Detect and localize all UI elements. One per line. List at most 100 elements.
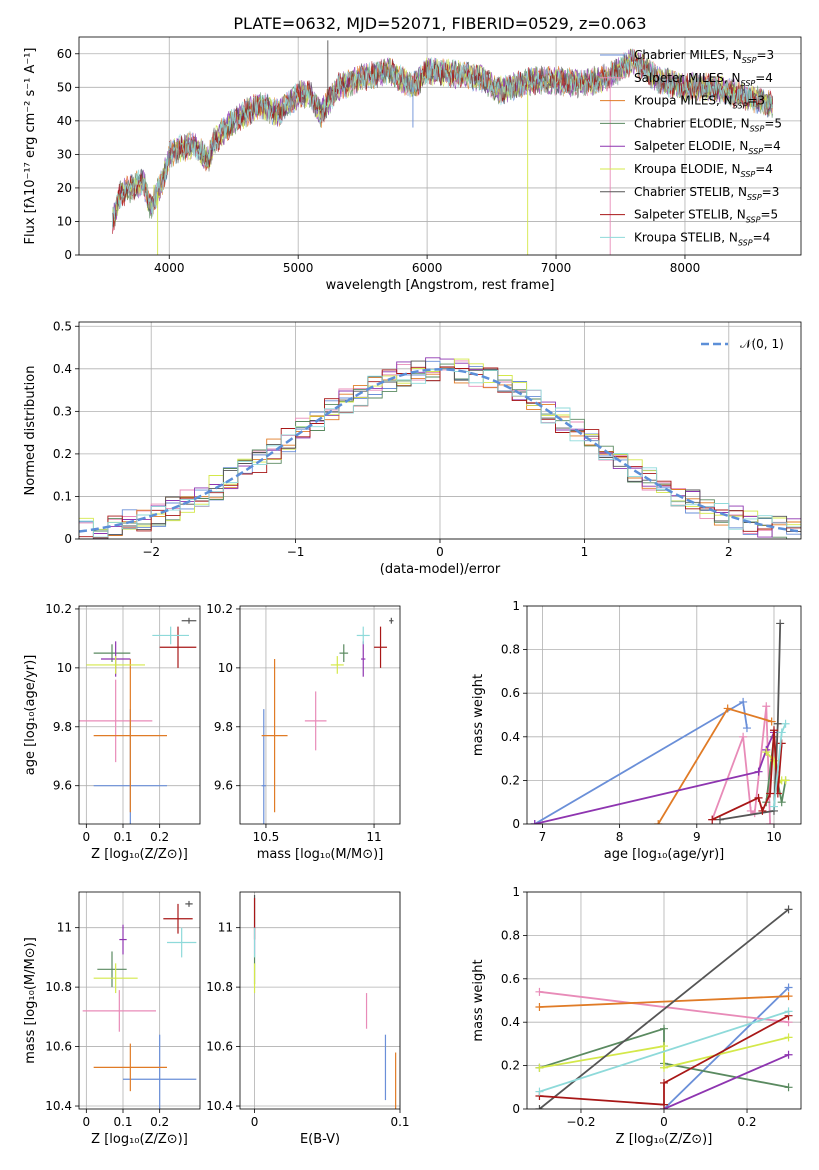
y-tick-label: 0 [512,1102,520,1116]
axes-frame [526,891,802,1110]
y-tick-label: 10 [218,661,233,675]
y-tick-label: 0.6 [501,686,520,700]
figure-title: PLATE=0632, MJD=52071, FIBERID=0529, z=0… [233,14,646,33]
y-tick-label: 0.1 [53,489,72,503]
x-tick-label: 0.2 [150,1115,169,1129]
plot-area [82,900,197,1109]
y-tick-label: 0 [512,817,520,831]
mass-weight-marker [739,732,748,741]
y-axis-label: mass [log₁₀(M/M⊙)] [23,937,38,1064]
plot-area [79,617,197,824]
y-tick-label: 9.8 [214,720,233,734]
mass-weight-marker [708,815,717,824]
x-tick-label: 11 [366,830,381,844]
y-tick-label: 0.4 [501,1015,520,1029]
y-tick-label: 1 [512,599,520,613]
y-tick-label: 0.5 [53,319,72,333]
x-axis-label: mass [log₁₀(M/M⊙)] [257,847,384,862]
y-tick-label: 60 [57,47,72,61]
mass-weight-marker [784,983,793,992]
mass-weight-marker [781,719,790,728]
legend-label-text: Kroupa ELODIE, N [634,162,741,176]
legend-label-text: Chabrier STELIB, N [634,185,747,199]
chart-panel-1: −2 −1 0 1 2 0 0.1 0.2 0.3 0.4 0.5 (data-model)/erro… [23,319,802,577]
legend-label-2: Kroupa MILES, NSSP=3 [634,94,765,111]
y-tick-label: 0.2 [53,447,72,461]
error-bar-point-7 [159,626,197,668]
legend-label-text: Kroupa MILES, N [634,94,733,108]
mass-weight-marker [742,724,751,733]
error-bar-point-6 [181,617,197,624]
y-tick-label: 10.8 [45,980,72,994]
mass-weight-marker [723,704,732,713]
x-tick-label: −1 [287,545,305,559]
mass-weight-line-1 [539,990,789,1024]
plot-area [530,619,790,824]
x-tick-label: 0.2 [737,1115,756,1129]
mass-weight-line-5 [539,1036,789,1069]
mass-weight-marker [784,992,793,1001]
mass-weight-line-1 [711,706,771,824]
mass-weight-marker [784,905,793,914]
y-tick-label: 10 [57,661,72,675]
y-tick-label: 0.8 [501,643,520,657]
x-tick-label: 0.2 [150,830,169,844]
error-bar-point-1 [79,679,153,763]
plot-area [112,40,773,255]
legend-label-text: Salpeter MILES, N [634,71,741,85]
x-tick-label: 1 [581,545,589,559]
legend-label-text: Kroupa STELIB, N [634,230,738,244]
mass-weight-line-4 [663,1053,789,1109]
axes-frame [78,605,201,825]
y-tick-label: 0.3 [53,404,72,418]
plot-area [535,905,793,1109]
legend-label-sub: SSP [741,170,756,179]
plot-area [253,894,397,1109]
mass-weight-marker [776,619,785,628]
legend-label-text: Salpeter ELODIE, N [634,139,748,153]
error-bar-point-2 [93,1043,167,1092]
axes-frame [78,321,802,540]
legend-label-sub: SSP [748,147,763,156]
mass-weight-marker [766,820,775,824]
x-axis-label: Z [log₁₀(Z/Z⊙)] [616,1132,713,1147]
mass-weight-marker [769,726,778,735]
spectrum-line-8 [112,48,773,229]
mass-weight-marker [660,1100,668,1109]
x-tick-label: 0 [83,1115,91,1129]
x-tick-label: 0 [436,545,444,559]
y-tick-label: 20 [57,181,72,195]
spectrum-legend: Chabrier MILES, NSSP=3 Salpeter MILES, N S… [600,48,782,247]
error-bar-point-7 [374,626,388,668]
legend-label-text: Salpeter STELIB, N [634,208,746,222]
y-tick-label: 10.2 [45,602,72,616]
legend-label-text: Chabrier ELODIE, N [634,116,750,130]
y-tick-label: 10.2 [206,602,233,616]
x-tick-label: 0 [83,830,91,844]
mass-weight-marker [530,820,539,824]
y-tick-label: 10 [57,214,72,228]
mass-weight-marker [660,1078,668,1087]
y-tick-label: 0 [64,248,72,262]
mass-weight-line-0 [534,700,748,824]
y-tick-label: 1 [512,885,520,899]
legend-label-sub: SSP [733,102,748,111]
x-tick-label: 2 [725,545,733,559]
legend-label-value: =3 [762,185,780,199]
y-tick-label: 11 [57,921,72,935]
x-tick-label: 0 [251,1115,259,1129]
mass-weight-marker [773,719,782,728]
mass-weight-line-4 [534,732,775,824]
axes-frame [78,891,201,1110]
y-axis-label: mass weight [471,674,486,756]
mass-weight-marker [654,820,663,824]
mass-weight-marker [777,728,786,737]
x-tick-label: 0.1 [390,1115,409,1129]
error-bar-point-2 [93,659,167,813]
y-tick-label: 10.6 [206,1040,233,1054]
y-axis-label: mass weight [471,959,486,1041]
legend-label-0: Chabrier MILES, NSSP=3 [634,48,774,65]
mass-weight-line-2 [539,995,789,1008]
x-tick-label: 0 [660,1115,668,1129]
plot-area [79,357,801,539]
